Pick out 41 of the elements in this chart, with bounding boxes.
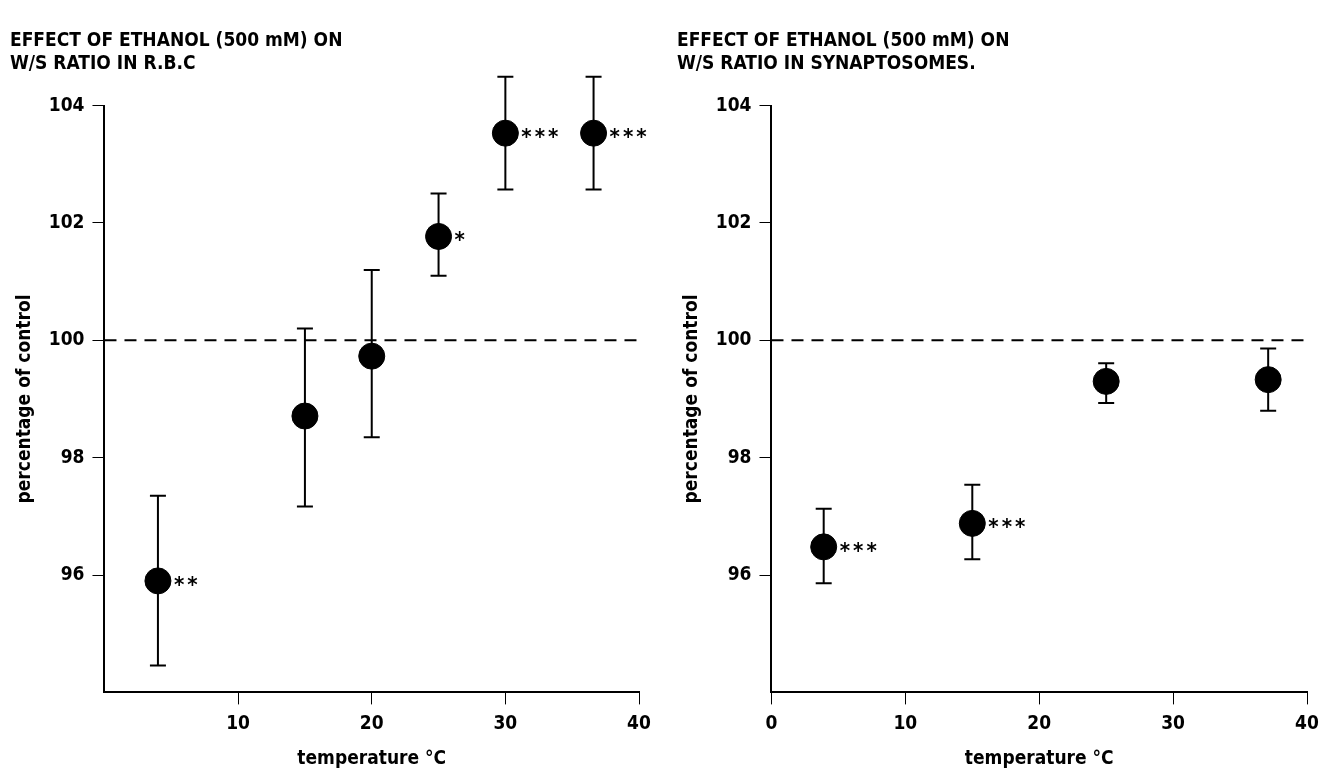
point [144, 567, 172, 595]
chart-title: EFFECT OF ETHANOL (500 mM) ON W/S RATIO IN SYNAPTOSOMES. [677, 28, 1010, 74]
x-axis-title: temperature °C [297, 745, 447, 768]
y-tick-label: 98 [727, 444, 752, 467]
y-tick-label: 102 [48, 209, 85, 232]
point [958, 509, 986, 537]
point [425, 222, 453, 250]
x-tick-label: 10 [226, 710, 251, 733]
y-tick-label: 96 [727, 561, 752, 584]
point [810, 533, 838, 561]
y-tick-label: 102 [715, 209, 752, 232]
x-tick-label: 20 [1027, 710, 1052, 733]
annotation: *** [839, 537, 880, 563]
x-tick-label: 30 [493, 710, 518, 733]
x-tick-label: 30 [1161, 710, 1186, 733]
annotation: *** [609, 123, 650, 149]
annotation: *** [988, 514, 1029, 540]
x-axis-title: temperature °C [964, 745, 1114, 768]
point [358, 342, 386, 370]
point [1092, 367, 1120, 395]
y-tick-label: 98 [60, 444, 85, 467]
point [580, 119, 608, 147]
y-tick-label: 100 [715, 327, 752, 350]
x-tick-label: 40 [627, 710, 651, 733]
x-tick-label: 0 [765, 710, 778, 733]
point [491, 119, 519, 147]
y-axis-title: percentage of control [12, 294, 35, 504]
point [1254, 366, 1282, 394]
point [291, 402, 319, 430]
annotation: * [454, 227, 468, 253]
y-tick-label: 100 [48, 327, 85, 350]
y-axis-title: percentage of control [679, 294, 702, 504]
chart-title: EFFECT OF ETHANOL (500 mM) ON W/S RATIO IN R.B.C [10, 28, 343, 74]
annotation: ** [173, 571, 201, 597]
x-tick-label: 20 [359, 710, 384, 733]
x-tick-label: 10 [893, 710, 918, 733]
x-tick-label: 40 [1295, 710, 1319, 733]
y-tick-label: 104 [715, 92, 752, 115]
y-tick-label: 104 [48, 92, 85, 115]
y-tick-label: 96 [60, 561, 85, 584]
annotation: *** [521, 123, 562, 149]
